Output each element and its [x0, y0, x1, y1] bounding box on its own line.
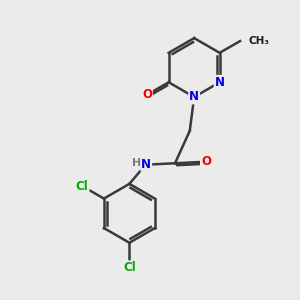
Text: Cl: Cl: [123, 261, 136, 274]
Text: O: O: [142, 88, 152, 101]
Text: CH₃: CH₃: [249, 36, 270, 46]
Text: Cl: Cl: [76, 180, 88, 193]
Text: H: H: [132, 158, 141, 168]
Text: N: N: [215, 76, 225, 89]
Text: N: N: [189, 91, 199, 103]
Text: N: N: [141, 158, 151, 171]
Text: O: O: [201, 155, 211, 168]
